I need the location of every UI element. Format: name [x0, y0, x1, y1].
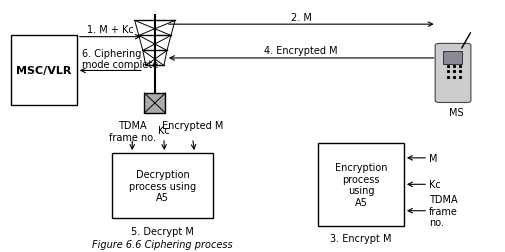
Text: Encrypted M: Encrypted M — [162, 121, 223, 131]
Text: M: M — [428, 153, 437, 163]
Text: Kc: Kc — [158, 126, 170, 136]
Text: Encryption
process
using
A5: Encryption process using A5 — [334, 162, 387, 207]
Text: 3. Encrypt M: 3. Encrypt M — [330, 233, 391, 243]
Text: Kc: Kc — [428, 180, 440, 190]
Text: TDMA
frame
no.: TDMA frame no. — [428, 194, 457, 227]
Text: 1. M + Kc: 1. M + Kc — [87, 25, 133, 35]
FancyBboxPatch shape — [144, 93, 165, 114]
Text: Figure 6.6 Ciphering process: Figure 6.6 Ciphering process — [92, 239, 232, 249]
FancyBboxPatch shape — [112, 153, 212, 218]
Text: 5. Decrypt M: 5. Decrypt M — [131, 226, 193, 236]
Text: 4. Encrypted M: 4. Encrypted M — [264, 46, 337, 56]
Text: MSC/VLR: MSC/VLR — [17, 66, 72, 76]
FancyBboxPatch shape — [318, 143, 403, 226]
FancyBboxPatch shape — [12, 36, 77, 106]
Text: MS: MS — [448, 107, 463, 117]
Text: 2. M: 2. M — [290, 13, 311, 23]
FancyBboxPatch shape — [434, 44, 470, 103]
FancyBboxPatch shape — [442, 52, 462, 65]
Text: TDMA
frame no.: TDMA frame no. — [109, 121, 156, 143]
Text: 6. Ciphering
mode complete: 6. Ciphering mode complete — [82, 48, 158, 70]
Text: Decryption
process using
A5: Decryption process using A5 — [129, 169, 195, 202]
